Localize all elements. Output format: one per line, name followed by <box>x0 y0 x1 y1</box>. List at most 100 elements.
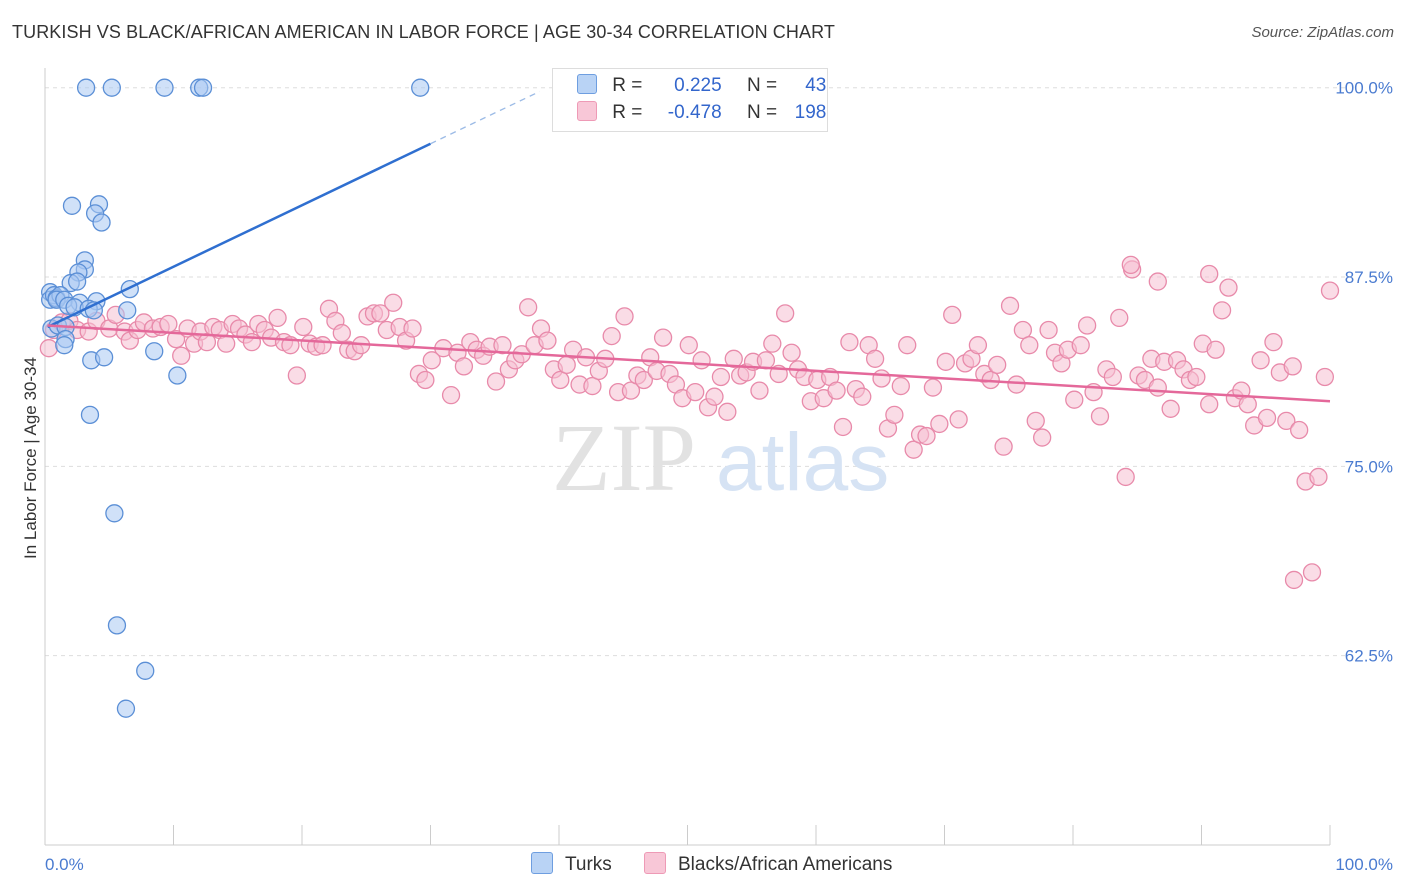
blacks-point <box>454 357 474 376</box>
tick-labels: 62.5% 75.0% 87.5% 100.0% 0.0% 100.0% <box>45 79 1393 874</box>
y-tick-label: 100.0% <box>1335 79 1393 98</box>
blacks-point <box>39 339 59 358</box>
blacks-point <box>1013 320 1033 340</box>
blacks-n-label: N = <box>746 102 778 123</box>
blacks-point <box>268 308 287 328</box>
blacks-point <box>1238 395 1257 414</box>
blacks-point <box>1121 255 1140 275</box>
blacks-point <box>885 405 904 424</box>
data-points <box>39 78 1340 718</box>
y-tick-label: 75.0% <box>1345 457 1393 476</box>
turks-point <box>411 78 430 97</box>
blacks-point <box>1283 357 1302 376</box>
blacks-point <box>1148 272 1167 291</box>
blacks-point <box>891 376 910 396</box>
turks-point <box>62 196 82 215</box>
blacks-point <box>827 381 846 400</box>
blacks-point <box>1071 336 1090 355</box>
turks-point <box>67 272 87 291</box>
turks-trend-line <box>47 142 432 329</box>
blacks-point <box>519 298 538 317</box>
blacks-point <box>1290 420 1309 440</box>
blacks-swatch <box>577 101 597 121</box>
blacks-point <box>968 336 988 355</box>
turks-point <box>118 301 137 320</box>
x-tick-label-min: 0.0% <box>45 855 84 874</box>
turks-point <box>80 405 100 424</box>
blacks-point <box>1187 367 1206 387</box>
blacks-point <box>782 343 801 362</box>
blacks-point <box>865 349 885 368</box>
blacks-point <box>422 351 441 370</box>
blacks-point <box>1277 411 1296 431</box>
turks-point <box>193 78 213 97</box>
blacks-point <box>403 319 422 338</box>
turks-trend-extension <box>430 90 541 145</box>
blacks-point <box>1110 308 1129 328</box>
turks-n-value: 43 <box>805 75 827 96</box>
blacks-point <box>1065 390 1084 409</box>
y-axis-label: In Labor Force | Age 30-34 <box>21 357 40 559</box>
blacks-point <box>1020 336 1039 355</box>
blacks-point <box>949 410 968 429</box>
blacks-point <box>166 329 186 349</box>
blacks-point <box>287 366 307 385</box>
blacks-point <box>557 355 576 375</box>
legend-row-turks: R = 0.225 N = 43 <box>577 74 826 100</box>
blacks-point <box>621 381 641 400</box>
blacks-point <box>994 437 1013 456</box>
turks-point <box>102 78 121 97</box>
blacks-point <box>159 314 178 334</box>
blacks-point <box>679 336 698 355</box>
blacks-point <box>853 387 872 406</box>
blacks-point <box>1200 395 1219 414</box>
x-tick-label-max: 100.0% <box>1335 855 1393 874</box>
turks-point <box>76 78 96 97</box>
legend-item-turks: Turks <box>531 852 612 876</box>
blacks-point <box>923 378 943 397</box>
blacks-point <box>583 376 602 396</box>
blacks-trend-line <box>47 324 1331 403</box>
blacks-point <box>936 352 955 371</box>
blacks-point <box>718 402 737 421</box>
blacks-point <box>750 381 769 400</box>
turks-r-label: R = <box>612 75 643 96</box>
blacks-point <box>1257 408 1277 428</box>
blacks-point <box>1264 332 1283 352</box>
blacks-point <box>1039 320 1058 340</box>
blacks-point <box>1284 570 1304 590</box>
blacks-point <box>930 414 949 434</box>
legend-item-blacks: Blacks/African Americans <box>644 852 892 876</box>
blacks-point <box>1148 378 1167 397</box>
blacks-legend-swatch <box>644 852 666 874</box>
blacks-point <box>711 367 731 387</box>
blacks-r-value: -0.478 <box>667 102 722 123</box>
blacks-point <box>840 332 859 352</box>
blacks-point <box>602 326 621 346</box>
blacks-point <box>615 307 634 326</box>
chart-title: TURKISH VS BLACK/AFRICAN AMERICAN IN LAB… <box>12 22 835 42</box>
blacks-point <box>1212 301 1232 320</box>
blacks-point <box>1251 351 1270 370</box>
y-tick-label: 62.5% <box>1345 647 1393 666</box>
blacks-point <box>1116 467 1135 487</box>
turks-legend-label: Turks <box>565 854 612 875</box>
blacks-point <box>686 382 705 402</box>
turks-r-value: 0.225 <box>674 75 722 96</box>
turks-point <box>155 78 174 97</box>
blacks-point <box>1200 264 1219 284</box>
legend-row-blacks: R = -0.478 N = 198 <box>577 101 826 127</box>
blacks-point <box>217 334 236 353</box>
blacks-point <box>763 334 782 353</box>
blacks-point <box>172 346 191 365</box>
blacks-point <box>898 336 917 355</box>
blacks-point <box>988 355 1007 375</box>
blacks-point <box>634 370 653 390</box>
blacks-point <box>833 417 853 437</box>
turks-swatch <box>577 74 597 94</box>
y-tick-label: 87.5% <box>1345 268 1393 287</box>
blacks-point <box>486 372 506 391</box>
blacks-point <box>692 351 711 370</box>
source-credit: Source: ZipAtlas.com <box>1251 24 1394 41</box>
